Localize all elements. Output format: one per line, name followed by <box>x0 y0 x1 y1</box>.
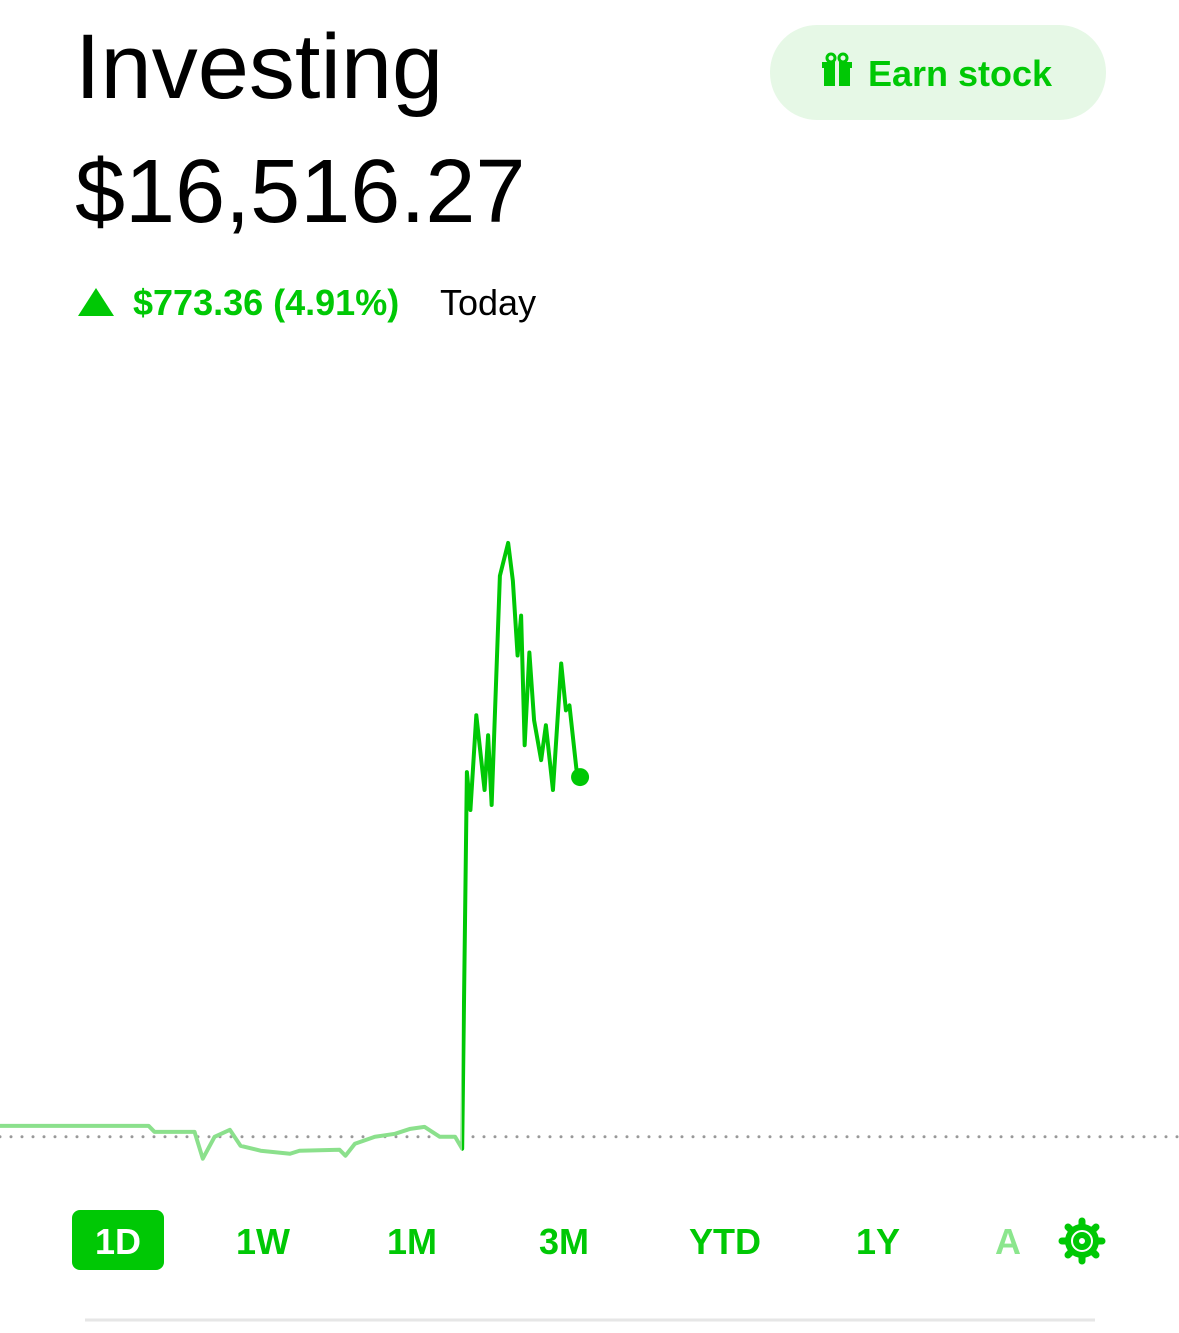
price-line <box>0 540 582 1161</box>
settings-gear[interactable] <box>1058 1217 1106 1265</box>
daily-change: $773.36 (4.91%) <box>133 282 399 323</box>
range-tab[interactable]: 1W <box>236 1221 290 1262</box>
range-tab[interactable]: A <box>995 1221 1021 1262</box>
range-tab[interactable]: YTD <box>689 1221 761 1262</box>
page-title: Investing <box>75 16 443 118</box>
range-tab[interactable]: 1D <box>95 1221 141 1262</box>
button-label[interactable]: Earn stock <box>868 53 1053 94</box>
range-tab[interactable]: 1Y <box>856 1221 900 1262</box>
balance: $16,516.27 <box>75 142 525 242</box>
button-bg[interactable] <box>770 25 1106 120</box>
gift-icon <box>822 52 852 86</box>
period-label: Today <box>440 282 536 323</box>
chart <box>0 540 1179 1161</box>
range-tab[interactable]: 1M <box>387 1221 437 1262</box>
up-arrow <box>78 288 114 316</box>
current-point <box>571 768 590 787</box>
range-selected-bg[interactable] <box>72 1210 164 1270</box>
range-tabs: 1D 1W 1M 3M YTD 1Y A <box>72 1210 1021 1270</box>
earn-stock-button[interactable]: Earn stock <box>770 25 1106 120</box>
range-tab[interactable]: 3M <box>539 1221 589 1262</box>
